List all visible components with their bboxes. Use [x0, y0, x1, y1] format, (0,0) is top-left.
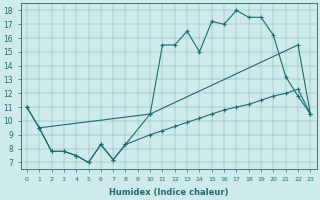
X-axis label: Humidex (Indice chaleur): Humidex (Indice chaleur): [109, 188, 228, 197]
